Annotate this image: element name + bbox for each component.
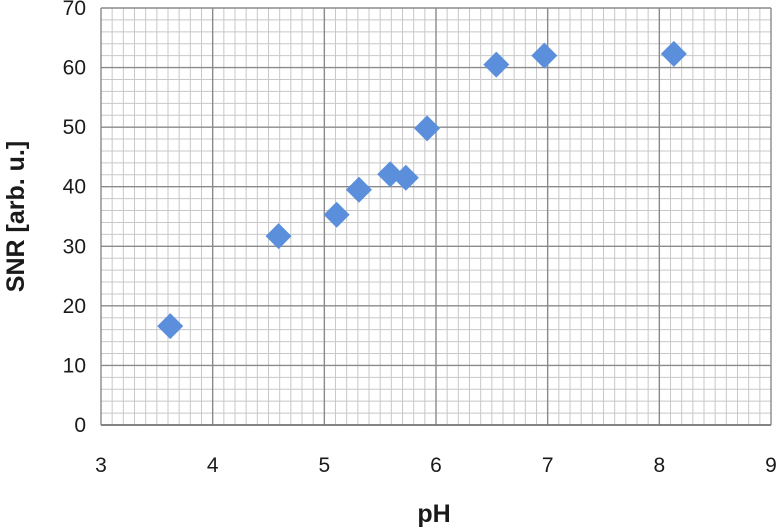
x-tick-label: 8	[653, 454, 665, 477]
x-axis-title: pH	[417, 500, 450, 528]
y-tick-label: 40	[63, 176, 86, 199]
x-tick-label: 9	[765, 454, 777, 477]
x-tick-label: 3	[95, 454, 107, 477]
data-point-diamond	[660, 40, 687, 67]
data-point-diamond	[531, 42, 558, 69]
x-tick-label: 5	[318, 454, 330, 477]
x-tick-label: 6	[430, 454, 442, 477]
y-tick-label: 60	[63, 57, 86, 80]
y-tick-label: 70	[63, 0, 86, 20]
y-tick-label: 10	[63, 354, 86, 377]
data-point-diamond	[323, 201, 350, 228]
data-point-diamond	[157, 313, 184, 340]
grid-major-lines	[100, 7, 772, 426]
data-points	[157, 40, 687, 340]
x-tick-label: 7	[542, 454, 554, 477]
y-tick-label: 30	[63, 235, 86, 258]
data-point-diamond	[392, 164, 419, 191]
x-tick-label: 4	[207, 454, 219, 477]
data-point-diamond	[414, 115, 441, 142]
data-point-diamond	[483, 51, 510, 78]
y-tick-label: 20	[63, 295, 86, 318]
y-tick-label: 0	[74, 414, 86, 437]
y-axis-title: SNR [arb. u.]	[2, 141, 30, 292]
data-point-diamond	[345, 176, 372, 203]
y-axis-tick-labels: 0 10 20 30 40 50 60 70	[63, 0, 86, 437]
y-tick-label: 50	[63, 116, 86, 139]
x-axis-tick-labels: 3 4 5 6 7 8 9	[95, 454, 777, 477]
data-point-diamond	[265, 223, 292, 250]
